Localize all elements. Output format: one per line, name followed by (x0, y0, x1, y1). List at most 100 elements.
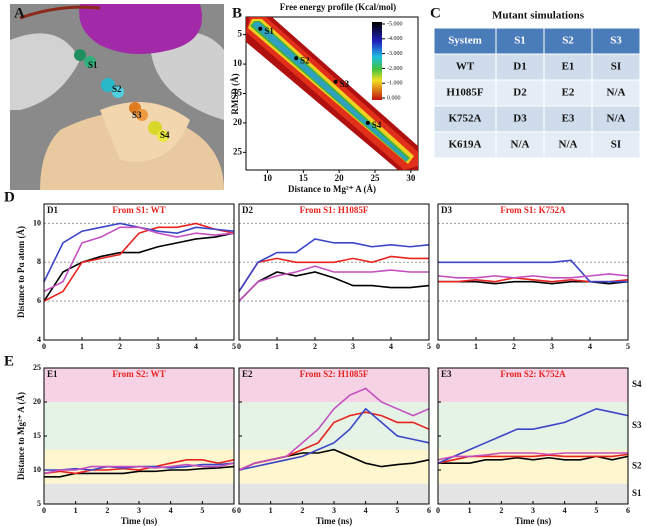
table-cell-text: K619A (449, 139, 482, 151)
panel-label: D3 (441, 205, 452, 215)
y-axis-label: Distance to Mg²⁺ A (Å) (16, 392, 26, 480)
state-band (239, 450, 429, 484)
panel-label: D1 (47, 205, 58, 215)
colorbar-label: -4.000 (387, 36, 403, 42)
x-tick-label: 3 (156, 342, 160, 351)
table-cell-text: WT (456, 61, 475, 73)
state-band (44, 402, 234, 450)
table-header: S1 (514, 35, 526, 47)
band-label: S3 (632, 420, 642, 430)
site-label: S4 (160, 130, 170, 140)
panel-label: D2 (242, 205, 253, 215)
x-tick-label: 4 (588, 342, 592, 351)
band-label: S2 (632, 461, 642, 471)
x-tick-label: 4 (169, 506, 173, 515)
y-tick-label: 10 (233, 58, 243, 68)
site-label: S2 (112, 84, 122, 94)
table-header: S3 (610, 35, 622, 47)
panel-label: A (14, 5, 25, 21)
panel-c: C Mutant simulations (430, 5, 585, 21)
x-tick-label: 6 (232, 506, 236, 515)
x-tick-label: 2 (118, 342, 122, 351)
table-cell-text: E3 (562, 113, 575, 125)
x-tick-label: 5 (626, 342, 630, 351)
x-tick-label: 0 (237, 342, 241, 351)
figure: A S1 S2 S3 S4 B Free energy profile (Kca… (0, 0, 646, 527)
y-tick-label: 15 (33, 431, 41, 440)
site-label: S3 (340, 79, 350, 89)
table-cell-text: D1 (513, 61, 526, 73)
x-tick-label: 0 (237, 506, 241, 515)
table-header: System (448, 35, 482, 47)
x-axis-label: Time (ns) (316, 516, 353, 526)
colorbar-label: -3.000 (387, 51, 403, 57)
x-tick-label: 3 (531, 506, 535, 515)
y-tick-label: 6 (37, 296, 41, 305)
band-label: S1 (632, 488, 642, 498)
panel-label: E2 (242, 369, 253, 379)
x-tick-label: 2 (105, 506, 109, 515)
site-label: S1 (264, 26, 274, 36)
x-tick-label: 5 (395, 506, 399, 515)
y-tick-label: 20 (233, 117, 243, 127)
state-band (44, 484, 234, 504)
x-tick-label: 1 (468, 506, 472, 515)
site-marker (366, 121, 370, 125)
panel-title: Free energy profile (Kcal/mol) (280, 2, 396, 12)
site-marker (258, 27, 262, 31)
site-label: S2 (300, 55, 310, 65)
panel-label: E3 (441, 369, 452, 379)
table-header: S2 (562, 35, 574, 47)
x-axis-label: Time (ns) (515, 516, 552, 526)
plot-area (44, 204, 234, 340)
x-tick-label: 20 (335, 173, 345, 183)
y-tick-label: 25 (33, 363, 41, 372)
y-tick-label: 25 (233, 146, 243, 156)
state-band (239, 484, 429, 504)
panel-title: From S2: K752A (500, 369, 566, 379)
colorbar-label: -1.000 (387, 81, 403, 87)
x-axis-label: Time (ns) (121, 516, 158, 526)
x-tick-label: 30 (406, 173, 416, 183)
table-cell-text: H1085F (446, 87, 484, 99)
x-tick-label: 5 (232, 342, 236, 351)
panel-title: From S2: WT (112, 369, 165, 379)
y-tick-label: 10 (33, 218, 41, 227)
plot-area (438, 204, 628, 340)
x-tick-label: 3 (137, 506, 141, 515)
x-tick-label: 0 (42, 506, 46, 515)
x-tick-label: 25 (371, 173, 381, 183)
panel-title: From S1: WT (112, 205, 165, 215)
y-tick-label: 20 (33, 397, 41, 406)
x-tick-label: 5 (427, 342, 431, 351)
y-tick-label: 5 (37, 499, 41, 508)
x-tick-label: 0 (42, 342, 46, 351)
table-title: Mutant simulations (492, 10, 585, 22)
x-tick-label: 2 (300, 506, 304, 515)
site-marker (334, 80, 338, 84)
panel-label: B (232, 5, 242, 21)
table-cell-text: N/A (511, 139, 530, 151)
x-tick-label: 1 (80, 342, 84, 351)
row-label: E (4, 353, 14, 369)
site-marker (294, 56, 298, 60)
x-tick-label: 4 (563, 506, 567, 515)
x-tick-label: 3 (351, 342, 355, 351)
table-cell-text: E1 (562, 61, 575, 73)
x-tick-label: 4 (389, 342, 393, 351)
y-tick-label: 4 (37, 335, 41, 344)
y-tick-label: 8 (37, 257, 41, 266)
y-tick-label: 10 (33, 465, 41, 474)
x-tick-label: 0 (436, 506, 440, 515)
x-tick-label: 1 (474, 342, 478, 351)
y-tick-label: 15 (233, 88, 243, 98)
table-cell-text: K752A (449, 113, 482, 125)
site-label: S3 (132, 110, 142, 120)
colorbar (372, 22, 382, 100)
x-tick-label: 2 (313, 342, 317, 351)
state-band (438, 484, 628, 504)
table-cell-text: N/A (559, 139, 578, 151)
x-tick-label: 6 (427, 506, 431, 515)
panel-label: E1 (47, 369, 58, 379)
colorbar-label: 0.000 (387, 95, 401, 101)
